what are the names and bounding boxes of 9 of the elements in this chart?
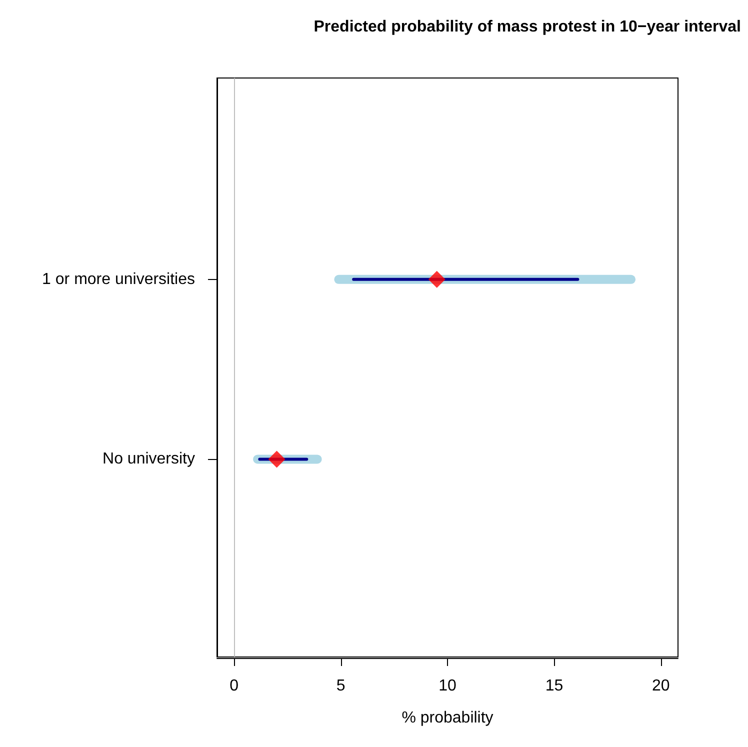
x-tick-label: 10 [438, 678, 456, 694]
x-axis-title: % probability [402, 710, 494, 726]
x-tick-label: 0 [230, 678, 239, 694]
x-tick-label: 20 [652, 678, 670, 694]
x-tick-label: 5 [336, 678, 346, 694]
x-tick-label: 15 [545, 678, 564, 694]
y-tick-label: No university [102, 450, 195, 468]
y-tick-label: 1 or more universities [42, 270, 195, 288]
chart-title: Predicted probability of mass protest in 10−year interval [314, 18, 742, 36]
